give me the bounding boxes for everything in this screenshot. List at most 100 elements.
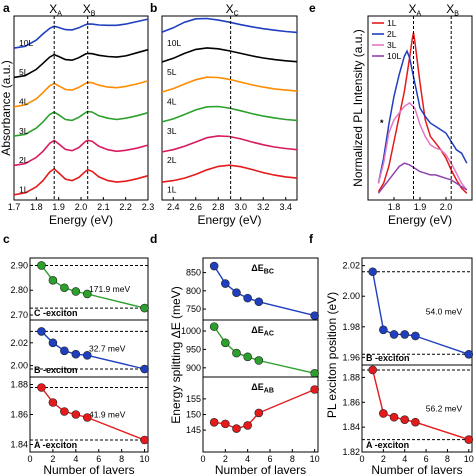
panel-label-d: d: [150, 232, 157, 246]
series-line-2L: [161, 135, 298, 153]
series-label-2L: 2L: [167, 155, 177, 165]
panel-label-a: a: [3, 1, 10, 15]
data-point: [411, 331, 420, 341]
series-line-2L: [377, 49, 468, 184]
splitting-annotation: 41.9 meV: [89, 410, 126, 420]
panel-label-f: f: [309, 232, 314, 246]
data-point: [48, 338, 58, 348]
series-line-4L: [13, 80, 149, 108]
chart-a: 1L 2L 3L 4L 5L 10L XA XB 1.7 1.8 1.9 2.0 2.1 2.2 2.3 En…: [0, 2, 154, 227]
data-point: [464, 349, 474, 359]
plot-frame: [361, 364, 473, 453]
x-tick-label: 1.7: [8, 202, 21, 212]
series-line-2L: [13, 139, 149, 167]
data-point: [254, 297, 264, 307]
x-tick-label: 2: [50, 454, 55, 464]
data-point: [209, 261, 219, 271]
data-point: [37, 383, 46, 392]
x-tick-label: 10: [464, 454, 474, 464]
sub-panel-d-1: 900 950 1000 ΔEAC: [181, 319, 319, 378]
x-tick-label: 2: [223, 454, 228, 464]
series-label-3L: 3L: [19, 126, 29, 136]
sub-panel-c-1: 2.00 2.02 32.7 meV B -exciton: [10, 319, 149, 378]
data-point: [37, 327, 46, 336]
data-point: [411, 417, 420, 427]
sub-panel-label: ΔEAB: [251, 382, 274, 395]
data-point: [82, 413, 92, 422]
sub-panel-c-0: 2.70 2.80 2.90 171.9 meV C -exciton: [10, 257, 149, 321]
y-tick-label: 1.86: [342, 397, 360, 407]
x-axis-label: Energy (eV): [49, 213, 113, 227]
peak-annotation: *: [380, 118, 384, 128]
data-point: [48, 276, 58, 285]
data-point: [254, 408, 264, 418]
marker-label-X_B: XB: [446, 2, 459, 18]
x-tick-label: 8: [119, 454, 124, 464]
series-label-5L: 5L: [19, 67, 29, 77]
y-tick-label: 2.00: [10, 361, 28, 371]
x-axis-label: Energy (eV): [388, 213, 452, 227]
y-tick-label: 155: [186, 394, 201, 404]
marker-label-X_A: XA: [409, 2, 422, 18]
splitting-annotation: 56.2 meV: [426, 404, 463, 414]
y-axis-label: PL exciton position (eV): [325, 292, 339, 418]
y-tick-label: 2.90: [10, 260, 28, 270]
series-line-3L: [161, 105, 298, 123]
panel-label-e: e: [309, 1, 316, 15]
data-point: [232, 424, 241, 433]
x-tick-label: 2: [381, 454, 386, 464]
series-label-4L: 4L: [167, 96, 177, 106]
data-point: [243, 293, 252, 303]
data-point: [71, 349, 81, 359]
data-point: [209, 322, 219, 331]
sub-panel-f-0: 1.96 1.98 2.00 2.02 54.0 meV B -exciton: [342, 257, 474, 366]
series-label-10L: 10L: [167, 38, 181, 48]
x-tick-label: 1.9: [52, 202, 65, 212]
series-line-10L: [377, 162, 468, 194]
sub-panel-f-1: 1.82 1.84 1.86 1.88 56.2 meV A -exciton: [342, 364, 474, 457]
data-point: [464, 435, 474, 444]
data-point: [400, 330, 410, 339]
data-point: [232, 288, 241, 297]
sub-panel-d-2: 145 150 155 ΔEAB: [186, 376, 319, 453]
y-tick-label: 1.84: [342, 422, 360, 432]
x-tick-label: 6: [424, 454, 429, 464]
data-point: [368, 365, 377, 375]
chart-c: 2.70 2.80 2.90 171.9 meV C -exciton 2.00 2.02 3…: [10, 257, 150, 474]
series-line-5L: [161, 47, 298, 63]
y-tick-label: 1.84: [10, 440, 28, 450]
x-axis-label: Number of layers: [215, 463, 306, 474]
series-label-1L: 1L: [19, 184, 29, 194]
series-line-3L: [377, 102, 468, 191]
series-label-5L: 5L: [167, 67, 177, 77]
series-line-10L: [161, 17, 298, 34]
chart-b: 1L 2L 3L 4L 5L 10L XC 2.4 2.6 2.8 3.0 3.2 3.4 Energy …: [161, 2, 298, 227]
panel-label-c: c: [3, 232, 10, 246]
y-tick-label: 1000: [181, 326, 201, 336]
y-tick-label: 2.02: [10, 338, 28, 348]
y-tick-label: 2.80: [10, 285, 28, 295]
x-tick-label: 2.3: [142, 202, 155, 212]
data-point: [82, 289, 92, 299]
y-tick-label: 1.88: [10, 380, 28, 390]
sub-panel-label: C -exciton: [34, 308, 78, 318]
series-label-1L: 1L: [167, 184, 177, 194]
x-tick-label: 2.0: [440, 202, 453, 212]
data-point: [209, 418, 219, 427]
y-axis-label: Normalized PL Intensity (a.u.): [351, 29, 365, 187]
panel-label-b: b: [150, 1, 157, 15]
y-tick-label: 1.88: [342, 372, 360, 382]
y-tick-label: 2.70: [10, 310, 28, 320]
x-tick-label: 3.2: [257, 202, 270, 212]
data-point: [379, 325, 388, 335]
x-tick-label: 0: [200, 454, 205, 464]
y-tick-label: 950: [186, 344, 201, 354]
x-tick-label: 2.6: [189, 202, 202, 212]
y-tick-label: 1.82: [342, 447, 360, 457]
y-tick-label: 1.86: [10, 410, 28, 420]
y-tick-label: 1.96: [342, 352, 360, 362]
marker-label-X_A: XA: [49, 2, 62, 18]
y-tick-label: 2.00: [342, 291, 360, 301]
series-label-3L: 3L: [167, 126, 177, 136]
